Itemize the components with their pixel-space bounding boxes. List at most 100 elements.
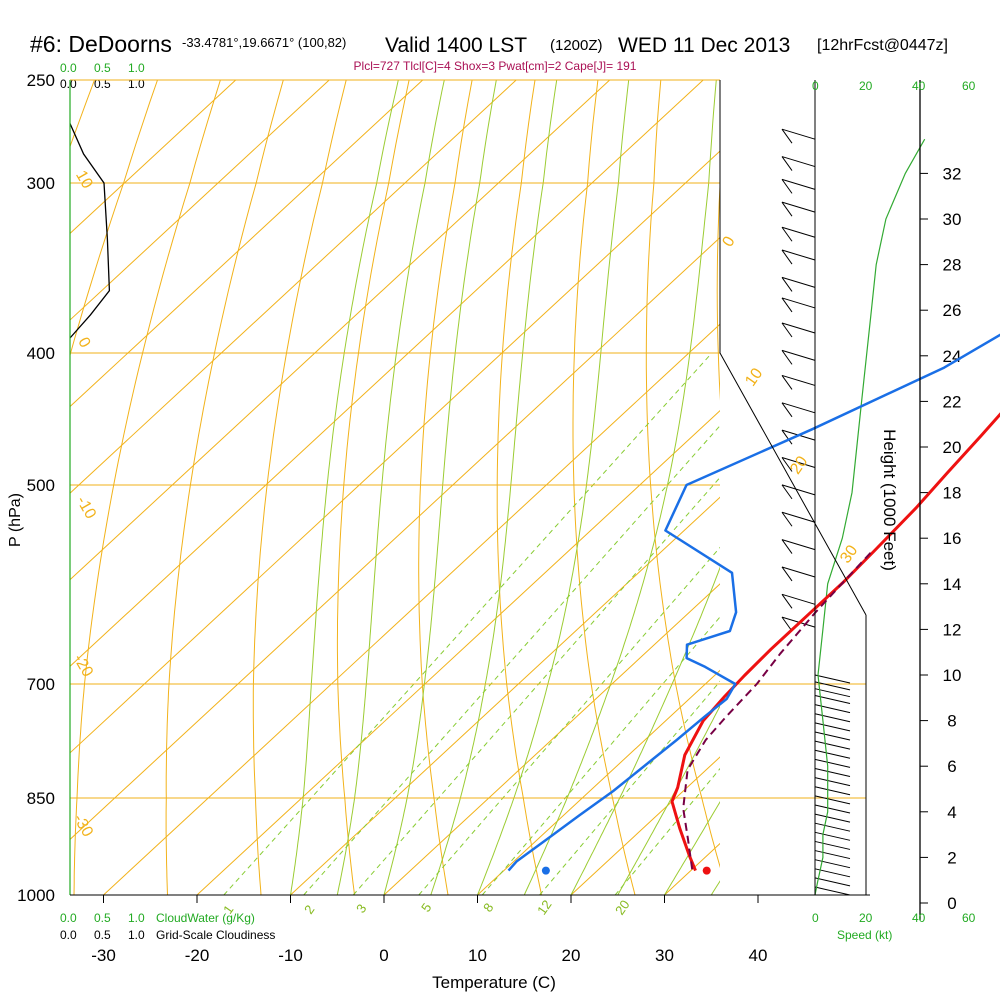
wind-barb (781, 201, 816, 213)
wind-barb-low (814, 868, 851, 878)
wind-barb-low (814, 777, 851, 787)
mixing-ratio-line (418, 546, 720, 895)
x-tick-label: 40 (749, 946, 768, 965)
wind-barb (781, 457, 816, 468)
mixing-ratio-label: 8 (480, 900, 496, 915)
speed-axis-bottom: 0 20 40 60 Speed (kt) (812, 911, 976, 942)
wind-barb (781, 402, 816, 414)
cloud-bottom-black-2: 1.0 (128, 928, 145, 942)
speed-bottom-60: 60 (962, 911, 976, 925)
wind-barb-low (814, 674, 851, 684)
speed-axis-title: Speed (kt) (837, 928, 892, 942)
dry-adiabat-line (252, 80, 347, 895)
wind-barb-low (814, 886, 851, 896)
height-tick-label: 6 (947, 757, 956, 776)
cloudiness-line (69, 123, 111, 339)
cloud-bottom-green-1: 0.5 (94, 911, 111, 925)
moist-adiabat-line (570, 566, 720, 895)
height-tick-label: 28 (943, 256, 962, 275)
wind-barb-flag (781, 457, 793, 472)
cloud-bottom-black-0: 0.0 (60, 928, 77, 942)
moist-adiabat-line (477, 80, 630, 895)
cloud-top-black-0: 0.0 (60, 77, 77, 91)
moist-adiabat-line (290, 80, 399, 895)
wind-barb (781, 484, 816, 496)
moist-adiabat-line (758, 56, 1000, 896)
isotherm-line (758, 80, 1000, 895)
mixing-ratio-label: 2 (301, 902, 317, 917)
y-axis-title: P (hPa) (7, 493, 24, 547)
speed-top-40: 40 (912, 79, 926, 93)
adiabat-label: -20 (70, 651, 96, 680)
wind-barb-low (814, 704, 851, 714)
wind-barb (781, 297, 816, 309)
mixing-ratio-line (352, 476, 720, 895)
mixing-ratio-line (223, 352, 713, 895)
pressure-tick-label: 300 (27, 174, 55, 193)
wind-barb-flag (781, 375, 793, 390)
isotherm-line (383, 583, 720, 895)
station-coords: -33.4781°,19.6671° (100,82) (182, 35, 346, 50)
isotherm-line (852, 80, 1000, 895)
dry-adiabat-line (786, 56, 927, 925)
dry-adiabat-line (716, 159, 720, 401)
speed-bottom-20: 20 (859, 911, 873, 925)
wind-barb-low (814, 688, 851, 698)
isotherm-line (70, 80, 611, 581)
valid-time: Valid 1400 LST (385, 34, 527, 57)
adiabat-label: 30 (837, 542, 861, 566)
wind-barb-low (814, 831, 851, 841)
cloud-top-black-1: 0.5 (94, 77, 111, 91)
wind-barb-low (814, 822, 851, 832)
dewpoint-line (507, 333, 1000, 872)
wind-barb (781, 249, 816, 261)
wind-barb-low (814, 795, 851, 805)
wind-barb-flag (781, 201, 793, 217)
cloud-bottom-black-1: 0.5 (94, 928, 111, 942)
wind-barb-flag (781, 156, 793, 171)
height-tick-label: 22 (943, 392, 962, 411)
height-tick-label: 10 (943, 666, 962, 685)
wind-barb-low (814, 731, 851, 741)
dry-adiabat-line (165, 80, 284, 895)
wind-barb (781, 511, 816, 523)
surface_dewpoint-marker (541, 866, 550, 875)
adiabat-label: 0 (74, 335, 93, 351)
isotherm-line (103, 323, 720, 895)
height-tick-label: 0 (947, 894, 956, 913)
x-tick-label: 0 (379, 946, 388, 965)
mixing-ratio-line (481, 616, 720, 895)
speed-axis-top: 0 20 40 60 (812, 79, 976, 93)
wind-barb-low (814, 804, 851, 814)
wind-barb-flag (781, 179, 793, 194)
height-tick-label: 4 (947, 803, 956, 822)
wind-barb-flag (781, 429, 793, 445)
adiabat-label: 20 (787, 453, 811, 477)
adiabat-label: 0 (720, 234, 739, 250)
dry-adiabat-line (572, 80, 636, 895)
x-tick-label: -30 (91, 946, 116, 965)
wind-barb-flag (781, 566, 793, 582)
temperature-line (670, 412, 1000, 872)
wind-barb-low (814, 681, 851, 691)
mixing-ratio-line (539, 680, 720, 895)
wind-barb-flag (781, 402, 793, 418)
wind-barb-flag (781, 277, 793, 292)
adiabat-label: 10 (742, 365, 766, 389)
mixing-ratio-line (614, 767, 720, 895)
dry-adiabat-line (336, 80, 410, 895)
isotherm-line (70, 80, 330, 321)
clipped-grid (70, 56, 1000, 925)
isotherm-line (477, 669, 720, 895)
wind-barb-flag (781, 128, 793, 144)
valid-utc: (1200Z) (550, 37, 603, 54)
speed-top-0: 0 (812, 79, 819, 93)
surface_temperature-marker (702, 866, 711, 875)
wind-barb (781, 178, 816, 190)
height-tick-label: 18 (943, 484, 962, 503)
cloudiness-label: Grid-Scale Cloudiness (156, 928, 275, 942)
wind-barb-flag (781, 322, 793, 338)
height-tick-label: 2 (947, 848, 956, 867)
mixing-ratio-line (303, 424, 720, 895)
dry-adiabat-line (418, 80, 473, 895)
